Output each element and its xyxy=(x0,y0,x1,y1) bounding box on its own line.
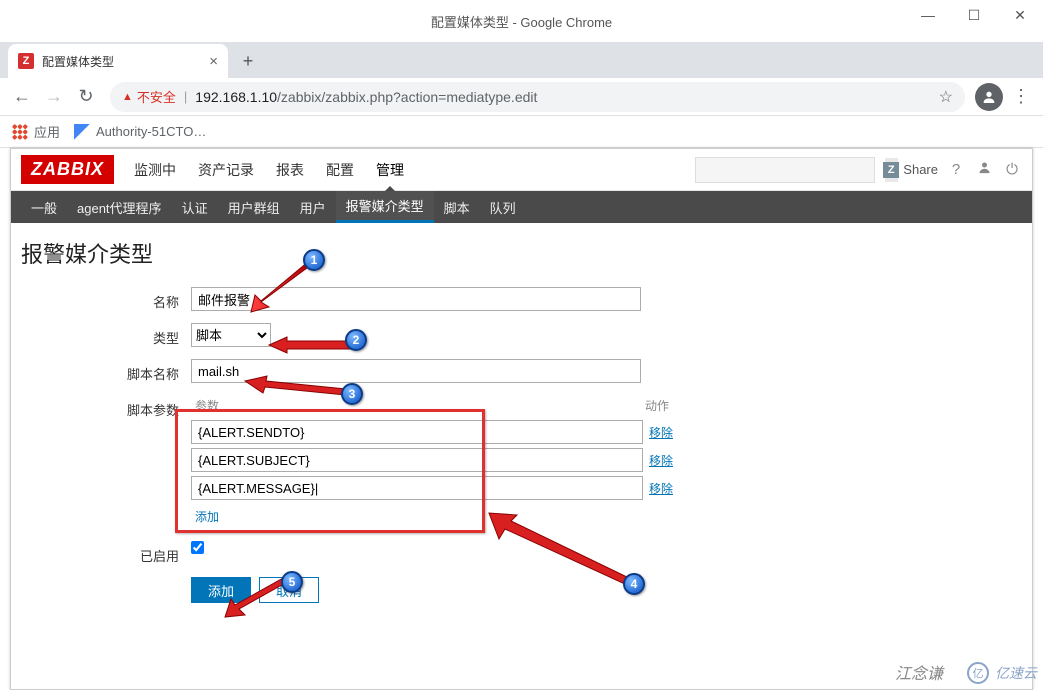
param-remove-link[interactable]: 移除 xyxy=(649,452,689,469)
insecure-badge: ▲ 不安全 xyxy=(122,87,176,106)
param-remove-link[interactable]: 移除 xyxy=(649,480,689,497)
insecure-text: 不安全 xyxy=(137,87,176,106)
logout-icon[interactable]: ⏻ xyxy=(1002,161,1022,178)
mainnav-资产记录[interactable]: 资产记录 xyxy=(196,150,256,190)
help-icon[interactable]: ? xyxy=(946,161,966,178)
callout-2: 2 xyxy=(345,329,367,351)
param-row: 移除 xyxy=(191,420,689,444)
params-header: 参数 动作 xyxy=(191,395,689,416)
tab-title: 配置媒体类型 xyxy=(42,53,209,70)
subnav-agent代理程序[interactable]: agent代理程序 xyxy=(67,191,172,223)
callout-4: 4 xyxy=(623,573,645,595)
url-display: 192.168.1.10/zabbix/zabbix.php?action=me… xyxy=(195,89,537,105)
subnav-用户[interactable]: 用户 xyxy=(290,191,336,223)
enabled-checkbox[interactable] xyxy=(191,541,204,554)
mainnav-管理[interactable]: 管理 xyxy=(374,150,406,190)
url-path: /zabbix/zabbix.php?action=mediatype.edit xyxy=(277,89,537,105)
subnav-报警媒介类型[interactable]: 报警媒介类型 xyxy=(336,191,434,223)
window-titlebar: 配置媒体类型 - Google Chrome — ☐ ✕ xyxy=(0,0,1043,42)
window-controls: — ☐ ✕ xyxy=(905,0,1043,30)
window-title: 配置媒体类型 - Google Chrome xyxy=(431,12,612,31)
script-name-input[interactable] xyxy=(191,359,641,383)
share-link[interactable]: Z Share xyxy=(883,162,938,178)
sub-nav: 一般agent代理程序认证用户群组用户报警媒介类型脚本队列 xyxy=(11,191,1032,223)
mainnav-监测中[interactable]: 监测中 xyxy=(132,150,178,190)
address-bar[interactable]: ▲ 不安全 | 192.168.1.10/zabbix/zabbix.php?a… xyxy=(110,82,965,112)
tab-favicon: Z xyxy=(18,53,34,69)
script-params-table: 参数 动作 移除移除移除 添加 xyxy=(191,395,689,529)
share-label: Share xyxy=(903,162,938,177)
zabbix-header: ZABBIX 监测中资产记录报表配置管理 Z Share ? ⏻ xyxy=(11,149,1032,191)
name-input[interactable] xyxy=(191,287,641,311)
profile-avatar[interactable] xyxy=(975,83,1003,111)
param-remove-link[interactable]: 移除 xyxy=(649,424,689,441)
mainnav-配置[interactable]: 配置 xyxy=(324,150,356,190)
bookmark-star-icon[interactable]: ☆ xyxy=(939,87,953,107)
browser-toolbar: ← → ↻ ▲ 不安全 | 192.168.1.10/zabbix/zabbix… xyxy=(0,78,1043,116)
subnav-认证[interactable]: 认证 xyxy=(172,191,218,223)
search-input[interactable] xyxy=(696,162,885,177)
param-input-2[interactable] xyxy=(191,476,643,500)
share-icon: Z xyxy=(883,162,899,178)
reload-button[interactable]: ↻ xyxy=(72,83,100,111)
main-nav: 监测中资产记录报表配置管理 xyxy=(132,150,406,190)
page-frame: ZABBIX 监测中资产记录报表配置管理 Z Share ? ⏻ 一般agent… xyxy=(10,148,1033,690)
apps-grid-icon xyxy=(12,124,28,140)
browser-menu-icon[interactable]: ⋮ xyxy=(1007,86,1035,107)
callout-1: 1 xyxy=(303,249,325,271)
watermark-text: 亿速云 xyxy=(995,663,1037,683)
media-type-form: 名称 类型 脚本 脚本名称 脚本参数 参数 动作 移除移除移除 添加 已启用 xyxy=(11,287,1032,635)
subnav-脚本[interactable]: 脚本 xyxy=(434,191,480,223)
callout-3: 3 xyxy=(341,383,363,405)
close-window-button[interactable]: ✕ xyxy=(997,0,1043,30)
back-button[interactable]: ← xyxy=(8,83,36,111)
signature-text: 江念谦 xyxy=(895,660,943,684)
params-col-action: 动作 xyxy=(645,397,685,414)
apps-shortcut[interactable]: 应用 xyxy=(12,122,60,141)
global-search[interactable] xyxy=(695,157,875,183)
page-title: 报警媒介类型 xyxy=(11,223,1032,287)
callout-5: 5 xyxy=(281,571,303,593)
mainnav-报表[interactable]: 报表 xyxy=(274,150,306,190)
new-tab-button[interactable]: + xyxy=(234,47,262,75)
param-row: 移除 xyxy=(191,476,689,500)
enabled-label: 已启用 xyxy=(21,541,191,565)
url-host: 192.168.1.10 xyxy=(195,89,277,105)
subnav-用户群组[interactable]: 用户群组 xyxy=(218,191,290,223)
url-separator: | xyxy=(184,89,187,104)
bookmark-label: Authority-51CTO… xyxy=(96,124,206,139)
maximize-button[interactable]: ☐ xyxy=(951,0,997,30)
script-name-label: 脚本名称 xyxy=(21,359,191,383)
header-right: Z Share ? ⏻ xyxy=(695,157,1022,183)
add-param-link[interactable]: 添加 xyxy=(191,504,689,529)
type-select[interactable]: 脚本 xyxy=(191,323,271,347)
subnav-一般[interactable]: 一般 xyxy=(21,191,67,223)
bookmark-item[interactable]: Authority-51CTO… xyxy=(74,124,206,140)
param-input-0[interactable] xyxy=(191,420,643,444)
minimize-button[interactable]: — xyxy=(905,0,951,30)
param-input-1[interactable] xyxy=(191,448,643,472)
forward-button[interactable]: → xyxy=(40,83,68,111)
params-col-param: 参数 xyxy=(195,397,645,414)
watermark: 亿 亿速云 xyxy=(967,662,1037,684)
zabbix-logo[interactable]: ZABBIX xyxy=(21,155,114,184)
bookmarks-bar: 应用 Authority-51CTO… xyxy=(0,116,1043,148)
watermark-logo: 亿 xyxy=(967,662,989,684)
browser-tab[interactable]: Z 配置媒体类型 × xyxy=(8,44,228,78)
browser-tabbar: Z 配置媒体类型 × + xyxy=(0,42,1043,78)
submit-button[interactable]: 添加 xyxy=(191,577,251,603)
type-label: 类型 xyxy=(21,323,191,347)
param-row: 移除 xyxy=(191,448,689,472)
tab-close-icon[interactable]: × xyxy=(209,53,218,70)
bookmark-favicon xyxy=(74,124,90,140)
name-label: 名称 xyxy=(21,287,191,311)
apps-label: 应用 xyxy=(34,122,60,141)
user-icon[interactable] xyxy=(974,160,994,179)
script-params-label: 脚本参数 xyxy=(21,395,191,419)
subnav-队列[interactable]: 队列 xyxy=(480,191,526,223)
warning-icon: ▲ xyxy=(122,91,133,103)
